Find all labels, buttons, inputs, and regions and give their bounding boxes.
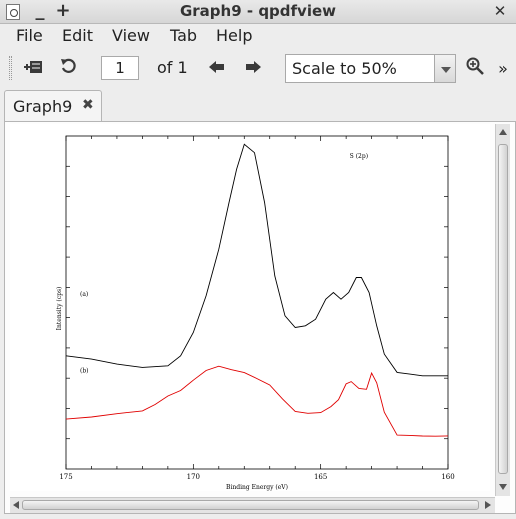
arrow-right-icon xyxy=(244,59,262,78)
x-tick-label: 160 xyxy=(441,473,454,481)
xps-chart: 175 170 165 160 (a) (b) S (2p) Binding Energy (… xyxy=(56,135,455,491)
previous-page-button[interactable] xyxy=(204,56,230,80)
arrow-left-icon xyxy=(208,59,226,78)
open-button[interactable] xyxy=(20,56,46,80)
window-title: Graph9 - qpdfview xyxy=(179,2,337,20)
x-tick-label: 170 xyxy=(187,473,200,481)
minimize-button[interactable]: _ xyxy=(35,0,45,21)
tab-bar: Graph9 ✖ xyxy=(0,88,516,122)
y-axis-label: Intensity (cps) xyxy=(56,287,63,331)
menu-tab[interactable]: Tab xyxy=(170,26,198,45)
scroll-right-icon[interactable] xyxy=(485,501,491,509)
x-tick-label: 165 xyxy=(314,473,327,481)
x-axis-label: Binding Energy (eV) xyxy=(226,484,288,491)
vertical-scroll-thumb[interactable] xyxy=(498,144,508,474)
toolbar-overflow-button[interactable]: » xyxy=(498,58,508,78)
menu-file[interactable]: File xyxy=(16,26,43,45)
series-line-b xyxy=(65,365,449,437)
title-bar: _ + Graph9 - qpdfview ✕ xyxy=(0,0,516,24)
pdf-page: 175 170 165 160 (a) (b) S (2p) Binding Energy (… xyxy=(10,124,490,491)
open-document-icon xyxy=(22,56,44,80)
zoom-in-button[interactable] xyxy=(462,56,488,80)
series-label: (a) xyxy=(80,291,88,298)
toolbar-grip[interactable] xyxy=(9,56,12,80)
app-icon xyxy=(6,4,20,20)
refresh-icon xyxy=(59,56,79,80)
horizontal-scroll-thumb[interactable] xyxy=(22,500,479,510)
scale-value: Scale to 50% xyxy=(292,59,397,78)
plot-frame xyxy=(65,135,449,470)
menu-edit[interactable]: Edit xyxy=(62,26,93,45)
close-window-button[interactable]: ✕ xyxy=(493,2,507,20)
menu-bar: File Edit View Tab Help xyxy=(0,24,516,48)
close-icon[interactable]: ✖ xyxy=(82,97,94,113)
scale-select[interactable]: Scale to 50% xyxy=(285,54,456,83)
page-number-input[interactable]: 1 xyxy=(101,56,139,80)
scroll-left-icon[interactable] xyxy=(13,501,19,509)
series-label: (b) xyxy=(80,367,89,374)
tab-label: Graph9 xyxy=(13,97,73,116)
chevron-down-icon[interactable] xyxy=(434,55,455,82)
maximize-button[interactable]: + xyxy=(55,0,71,21)
menu-view[interactable]: View xyxy=(112,26,150,45)
menu-help[interactable]: Help xyxy=(216,26,253,45)
vertical-scrollbar[interactable] xyxy=(495,124,510,496)
tab-graph9[interactable]: Graph9 ✖ xyxy=(4,90,102,122)
scroll-up-icon[interactable] xyxy=(499,129,507,135)
scroll-down-icon[interactable] xyxy=(499,484,507,490)
toolbar: » xyxy=(0,48,516,88)
chart-title: S (2p) xyxy=(350,153,368,160)
page-total-label: of 1 xyxy=(157,58,188,77)
next-page-button[interactable] xyxy=(240,56,266,80)
series-line-a xyxy=(65,143,448,377)
horizontal-scrollbar[interactable] xyxy=(10,497,495,513)
x-tick-label: 175 xyxy=(59,473,72,481)
refresh-button[interactable] xyxy=(56,56,82,80)
zoom-in-icon xyxy=(465,56,485,80)
